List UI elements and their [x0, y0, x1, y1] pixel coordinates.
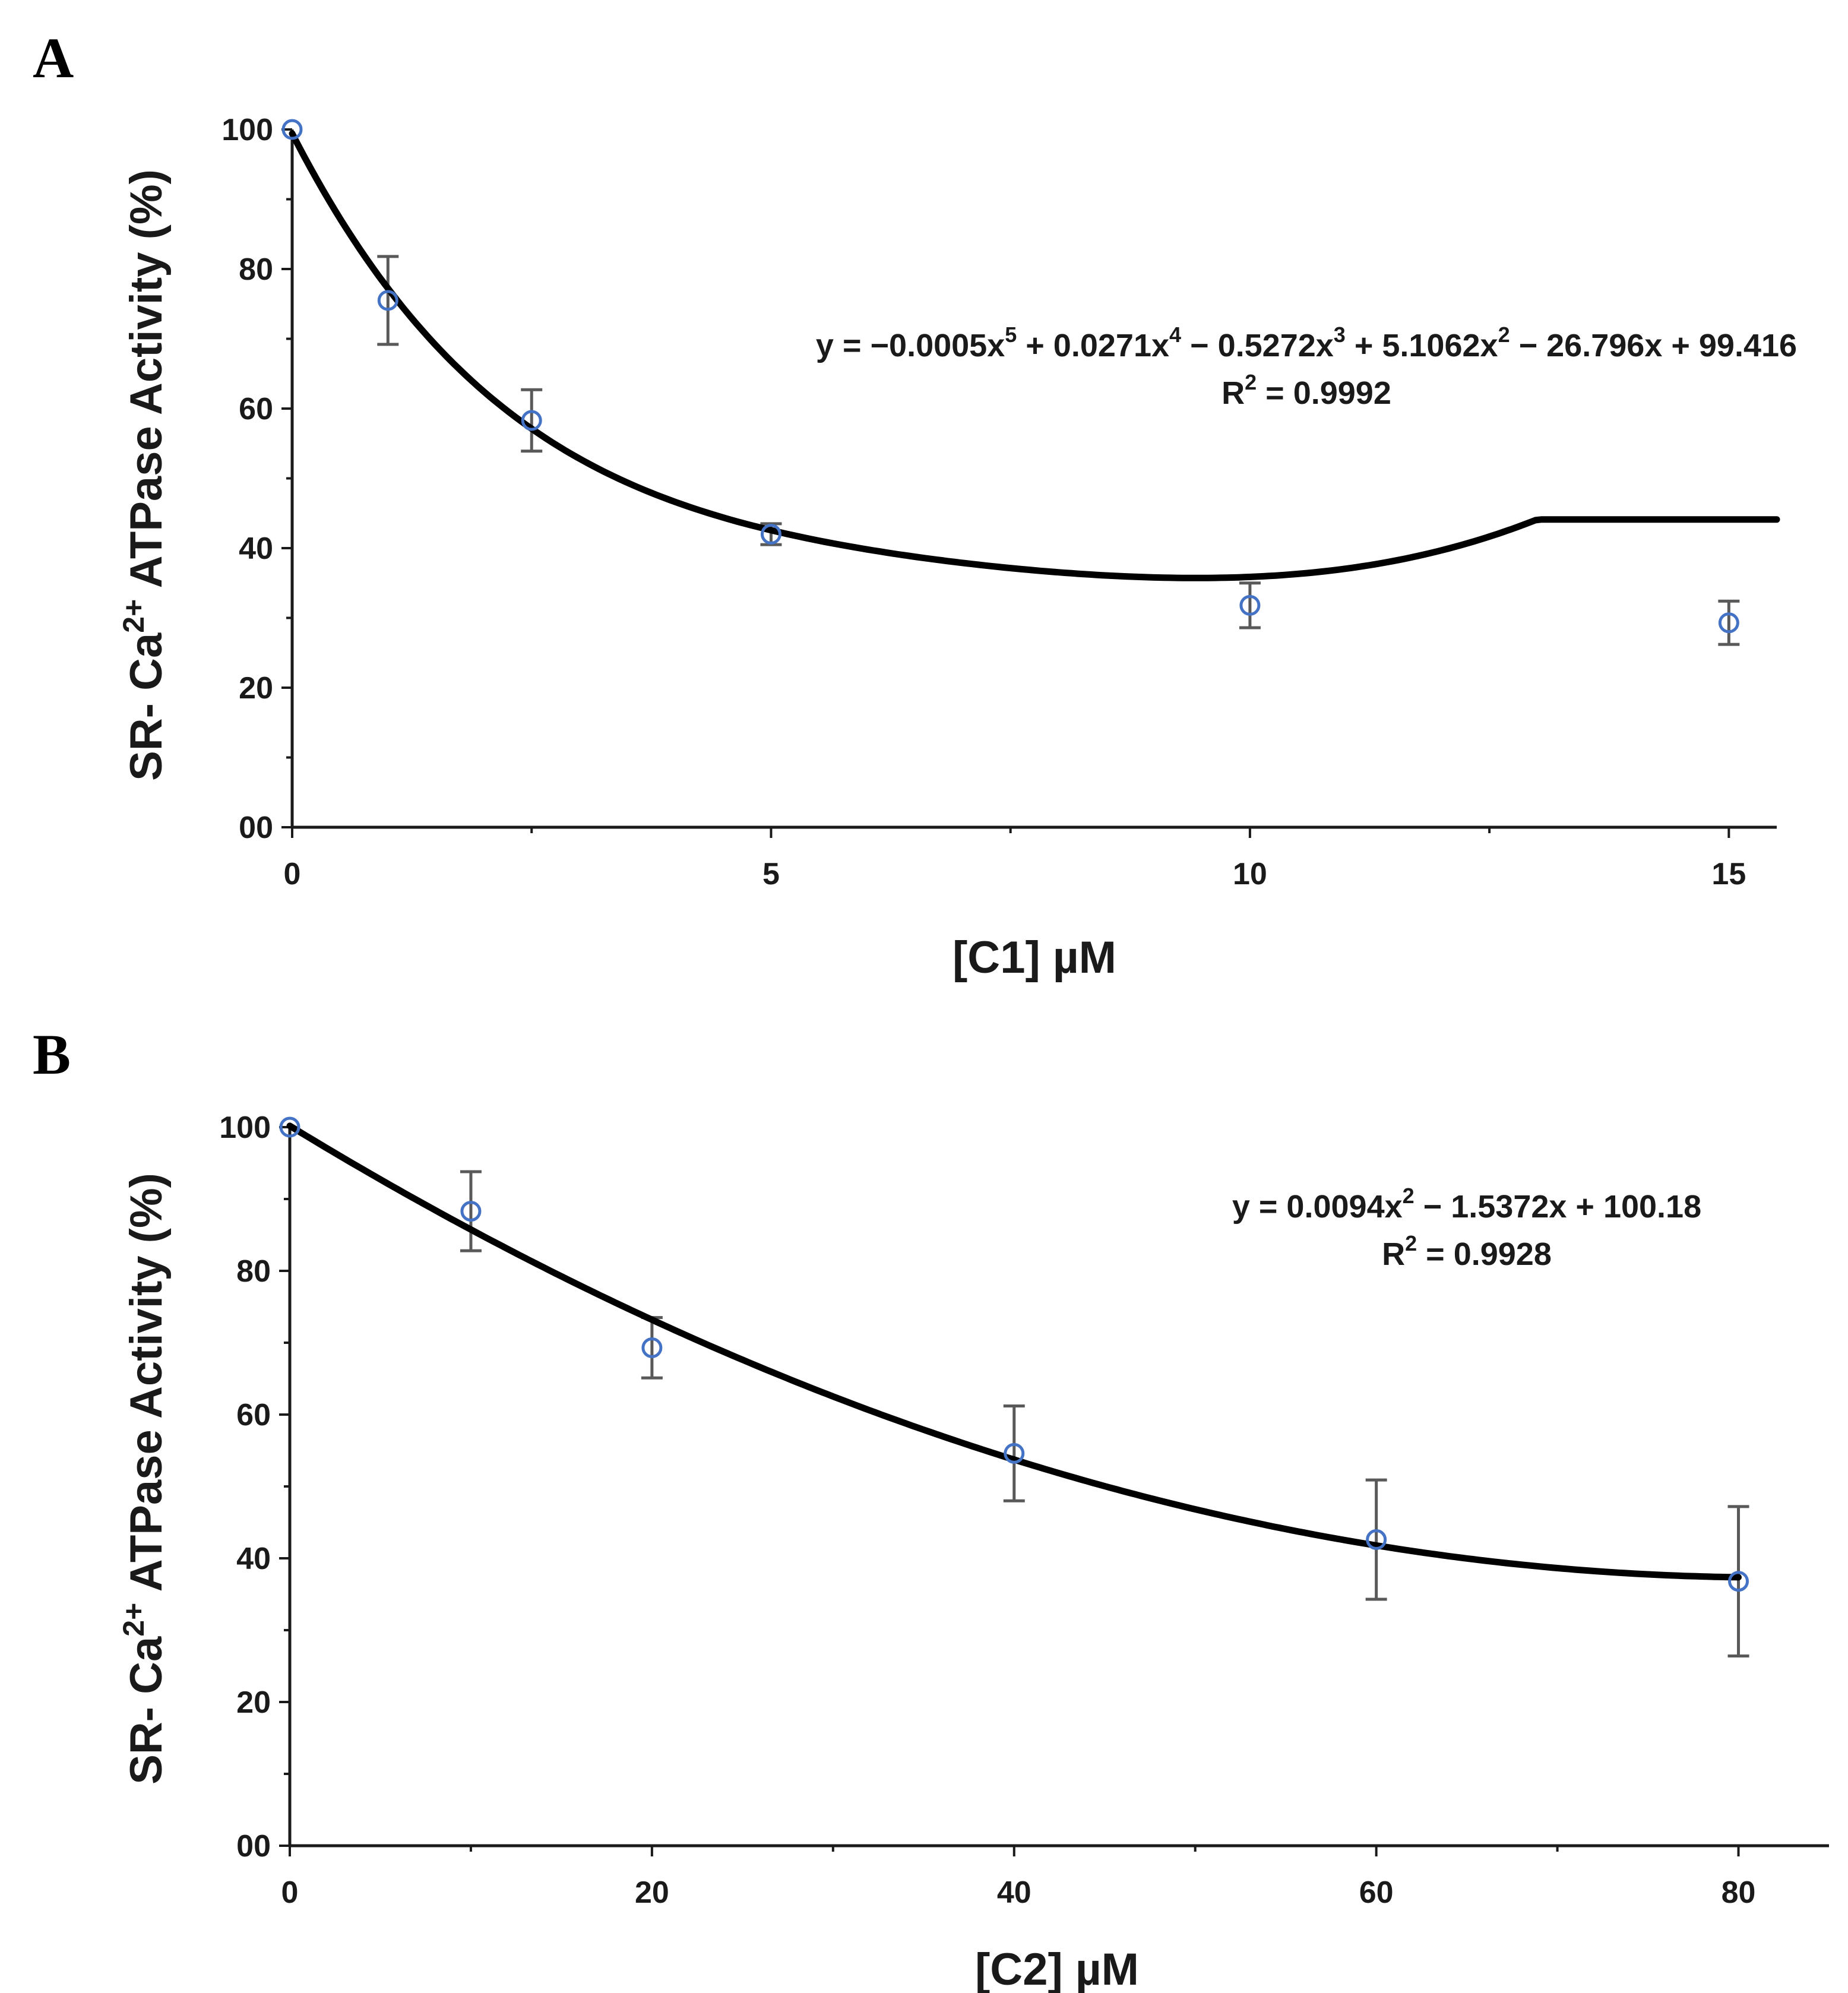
panel-b-y-tick-label: 40	[236, 1542, 271, 1576]
panel-a: A 00 20 40 60 80 100 0 5 10 15 [C1] µM SR- Ca2+ A…	[33, 26, 1797, 983]
panel-b-y-axis-title-sup: 2+	[117, 1603, 150, 1637]
panel-a-y-tick-label: 80	[239, 252, 273, 287]
panel-b-markers	[279, 1116, 1749, 1592]
panel-b-data-point	[1366, 1529, 1387, 1551]
panel-a-x-axis-title: [C1] µM	[953, 932, 1116, 983]
panel-a-y-axis-title-sup: 2+	[117, 599, 150, 633]
panel-b-data-point	[1728, 1571, 1749, 1592]
panel-a-data-point	[377, 290, 398, 311]
panel-a-x-tick-label: 10	[1233, 857, 1267, 891]
panel-a-y-tick-label: 60	[239, 392, 273, 426]
panel-letter-a: A	[33, 26, 74, 90]
panel-b-r-squared: R2 = 0.9928	[1382, 1231, 1552, 1272]
panel-b-y-axis-title: SR- Ca2+ ATPase Activity (%)	[117, 1173, 172, 1785]
panel-b-ticks: 00 20 40 60 80 100 0 20 40 60 80	[219, 1111, 1755, 1910]
panel-b-y-tick-label: 80	[236, 1254, 271, 1289]
panel-a-y-tick-label: 20	[239, 671, 273, 706]
panel-b-y-tick-label: 60	[236, 1398, 271, 1432]
panel-a-error-bar	[521, 388, 543, 453]
panel-b-error-bar	[1365, 1478, 1387, 1601]
panel-letter-b: B	[33, 1023, 71, 1086]
panel-b-error-bar	[1003, 1404, 1025, 1502]
panel-b-fit-curve	[286, 1122, 1742, 1581]
panel-a-y-tick-label: 40	[239, 532, 273, 566]
panel-b-x-tick-label: 80	[1722, 1875, 1756, 1910]
panel-b-fit-equation: y = 0.0094x2 − 1.5372x + 100.18	[1232, 1184, 1701, 1225]
panel-b: B 00 20 40 60 80 100 0 20 40 60 80 [C2] µM SR- Ca2…	[33, 1023, 1829, 1993]
panel-b-x-axis-title: [C2] µM	[975, 1944, 1139, 1993]
panel-a-error-bar	[1718, 599, 1740, 646]
panel-a-data-point	[1718, 612, 1739, 634]
panel-a-data-point	[281, 119, 303, 140]
panel-a-x-tick-label: 5	[762, 857, 780, 891]
panel-b-x-tick-label: 0	[281, 1875, 299, 1910]
panel-b-y-tick-label: 00	[236, 1829, 271, 1864]
panel-b-data-point	[279, 1116, 300, 1138]
panel-a-x-tick-label: 15	[1711, 857, 1746, 891]
panel-a-y-tick-label: 100	[221, 113, 273, 147]
panel-b-x-tick-label: 40	[997, 1875, 1031, 1910]
panel-a-data-point	[1239, 594, 1261, 616]
panel-a-axes	[290, 129, 1777, 829]
panel-a-fit-equation: y = −0.0005x5 + 0.0271x4 − 0.5272x3 + 5.…	[816, 322, 1797, 363]
panel-b-error-bar	[460, 1170, 482, 1252]
panel-b-y-tick-label: 20	[236, 1685, 271, 1720]
panel-a-error-bars	[377, 255, 1740, 646]
panel-a-data-point	[760, 524, 781, 545]
panel-b-y-tick-label: 100	[219, 1111, 271, 1145]
panel-b-axes	[288, 1127, 1829, 1848]
panel-a-error-bar	[377, 255, 399, 346]
panel-a-y-axis-title: SR- Ca2+ ATPase Activity (%)	[117, 169, 172, 781]
panel-a-fit-curve	[289, 130, 1780, 581]
panel-b-y-axis-title-main: SR- Ca	[121, 1636, 172, 1785]
panel-b-data-point	[1004, 1442, 1025, 1464]
panel-a-markers	[281, 119, 1739, 634]
panel-a-error-bar	[1239, 581, 1261, 629]
panel-b-error-bars	[460, 1170, 1749, 1658]
panel-a-y-axis-title-rest: ATPase Activity (%)	[121, 169, 172, 599]
panel-a-data-point	[521, 410, 542, 431]
panel-b-y-axis-title-rest: ATPase Activity (%)	[121, 1173, 172, 1603]
panel-a-y-axis-title-main: SR- Ca	[121, 632, 172, 781]
panel-a-ticks: 00 20 40 60 80 100 0 5 10 15	[221, 113, 1746, 891]
panel-b-data-point	[460, 1201, 482, 1222]
panel-a-fit-curve-group	[289, 130, 1780, 581]
panel-a-y-tick-label: 00	[239, 811, 273, 845]
panel-b-error-bar	[1727, 1505, 1749, 1658]
panel-b-x-tick-label: 20	[635, 1875, 669, 1910]
panel-a-r-squared: R2 = 0.9992	[1222, 370, 1391, 411]
panel-a-x-tick-label: 0	[284, 857, 301, 891]
panel-b-data-point	[641, 1337, 663, 1358]
panel-b-x-tick-label: 60	[1359, 1875, 1394, 1910]
panel-b-fit-curve-group	[286, 1122, 1742, 1581]
